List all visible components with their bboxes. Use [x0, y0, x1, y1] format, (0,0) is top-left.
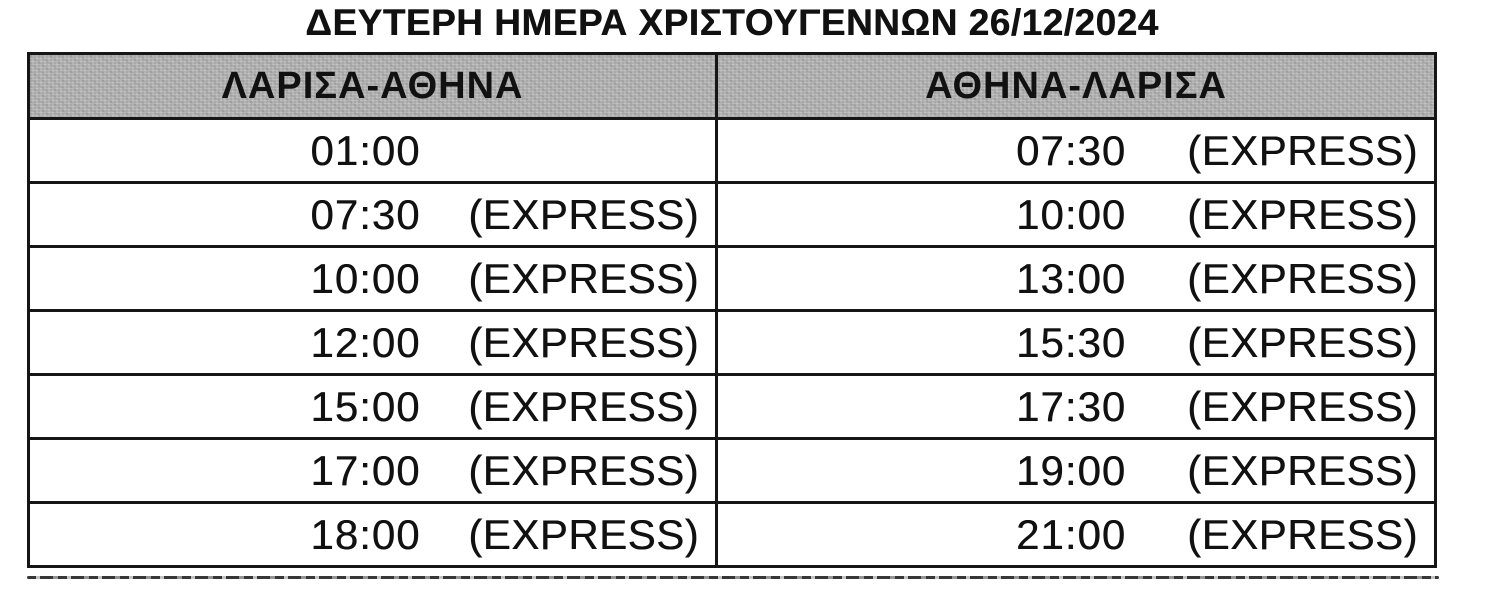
header-cell-athina-larisa: ΑΘΗΝΑ-ΛΑΡΙΣΑ	[715, 52, 1437, 120]
header-cell-larisa-athina: ΛΑΡΙΣΑ-ΑΘΗΝΑ	[26, 52, 719, 120]
timetable-cell: 10:00 (EXPRESS)	[26, 245, 719, 312]
express-label: (EXPRESS)	[1187, 254, 1418, 302]
timetable-cell: 07:30 (EXPRESS)	[26, 181, 719, 248]
express-label: (EXPRESS)	[468, 190, 700, 238]
departure-time: 12:00	[310, 318, 421, 366]
departure-time: 15:00	[310, 382, 421, 430]
timetable-cell: 07:30 (EXPRESS)	[715, 117, 1437, 184]
scan-artifact-line	[27, 576, 1439, 579]
bus-timetable: ΛΑΡΙΣΑ-ΑΘΗΝΑ ΑΘΗΝΑ-ΛΑΡΙΣΑ 01:00 07:30 (E…	[26, 52, 1437, 568]
departure-time: 07:30	[1016, 126, 1127, 174]
departure-time: 07:30	[310, 190, 421, 238]
express-label: (EXPRESS)	[468, 318, 700, 366]
timetable-cell: 10:00 (EXPRESS)	[715, 181, 1437, 248]
timetable-cell: 18:00 (EXPRESS)	[26, 501, 719, 568]
table-row: 10:00 (EXPRESS) 13:00 (EXPRESS)	[26, 245, 1437, 312]
timetable-cell: 01:00	[26, 117, 719, 184]
express-label: (EXPRESS)	[468, 510, 700, 558]
table-row: 17:00 (EXPRESS) 19:00 (EXPRESS)	[26, 437, 1437, 504]
express-label: (EXPRESS)	[1187, 382, 1418, 430]
timetable-cell: 15:00 (EXPRESS)	[26, 373, 719, 440]
timetable-cell: 13:00 (EXPRESS)	[715, 245, 1437, 312]
departure-time: 19:00	[1016, 446, 1127, 494]
departure-time: 01:00	[310, 126, 421, 174]
table-row: 07:30 (EXPRESS) 10:00 (EXPRESS)	[26, 181, 1437, 248]
departure-time: 10:00	[310, 254, 421, 302]
express-label: (EXPRESS)	[468, 254, 700, 302]
table-row: 12:00 (EXPRESS) 15:30 (EXPRESS)	[26, 309, 1437, 376]
timetable-cell: 15:30 (EXPRESS)	[715, 309, 1437, 376]
departure-time: 15:30	[1016, 318, 1127, 366]
departure-time: 13:00	[1016, 254, 1127, 302]
timetable-cell: 19:00 (EXPRESS)	[715, 437, 1437, 504]
timetable-cell: 17:30 (EXPRESS)	[715, 373, 1437, 440]
timetable-cell: 12:00 (EXPRESS)	[26, 309, 719, 376]
table-row: 15:00 (EXPRESS) 17:30 (EXPRESS)	[26, 373, 1437, 440]
timetable-cell: 21:00 (EXPRESS)	[715, 501, 1437, 568]
table-row: 01:00 07:30 (EXPRESS)	[26, 117, 1437, 184]
express-label: (EXPRESS)	[1187, 318, 1418, 366]
page-title: ΔΕΥΤΕΡΗ ΗΜΕΡΑ ΧΡΙΣΤΟΥΓΕΝΝΩΝ 26/12/2024	[305, 2, 1159, 43]
timetable-cell: 17:00 (EXPRESS)	[26, 437, 719, 504]
express-label: (EXPRESS)	[1187, 510, 1418, 558]
express-label: (EXPRESS)	[468, 446, 700, 494]
express-label: (EXPRESS)	[1187, 190, 1418, 238]
departure-time: 21:00	[1016, 510, 1127, 558]
departure-time: 10:00	[1016, 190, 1127, 238]
express-label: (EXPRESS)	[1187, 446, 1418, 494]
departure-time: 18:00	[310, 510, 421, 558]
express-label: (EXPRESS)	[468, 382, 700, 430]
header-row: ΛΑΡΙΣΑ-ΑΘΗΝΑ ΑΘΗΝΑ-ΛΑΡΙΣΑ	[26, 52, 1437, 120]
departure-time: 17:30	[1016, 382, 1127, 430]
table-row: 18:00 (EXPRESS) 21:00 (EXPRESS)	[26, 501, 1437, 568]
departure-time: 17:00	[310, 446, 421, 494]
express-label: (EXPRESS)	[1187, 126, 1418, 174]
